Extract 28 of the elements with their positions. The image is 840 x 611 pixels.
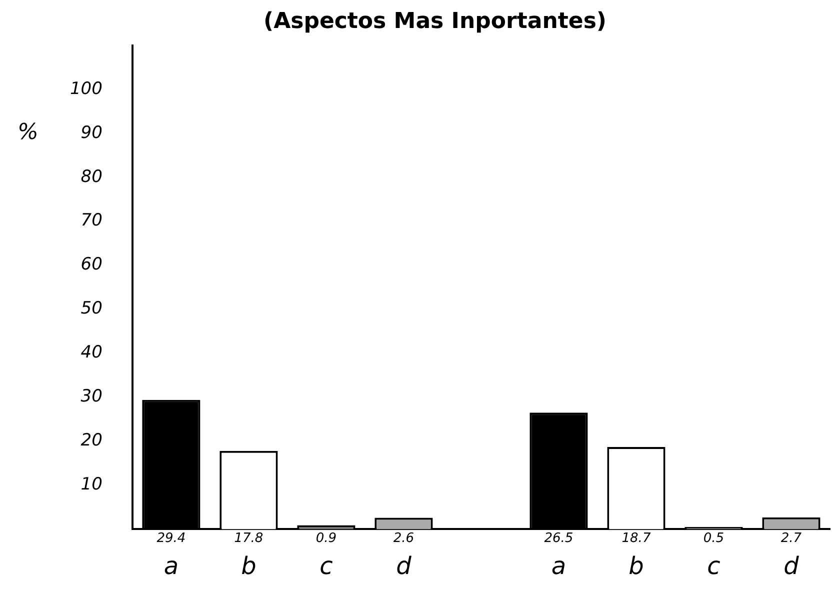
x-tick-label: b [241, 552, 256, 580]
x-tick-label: c [707, 552, 720, 580]
y-tick-label: 90 [80, 122, 102, 143]
data-label: 29.4 [156, 531, 186, 546]
data-label: 18.7 [622, 531, 652, 546]
chart-title: (Aspectos Mas Inportantes) [264, 8, 606, 34]
data-label: 2.6 [393, 531, 414, 546]
y-tick-label: 10 [80, 474, 102, 495]
data-label: 26.5 [544, 531, 574, 546]
y-tick-label: 20 [80, 430, 102, 451]
x-tick-label: d [396, 552, 412, 580]
x-tick-label: d [784, 552, 800, 580]
x-tick-label: a [551, 552, 566, 580]
data-label: 0.9 [316, 531, 337, 546]
y-tick-label: 30 [80, 386, 102, 407]
x-tick-label: b [628, 552, 644, 580]
x-tick-label: a [164, 552, 179, 580]
y-tick-label: 80 [80, 166, 102, 187]
y-tick-label: 40 [80, 342, 102, 363]
y-tick-label: 70 [80, 210, 102, 231]
x-tick-label: c [320, 552, 333, 580]
y-axis-title: % [18, 120, 38, 146]
data-label: 17.8 [234, 531, 264, 546]
data-label: 0.5 [703, 531, 724, 546]
data-label: 2.7 [780, 531, 802, 546]
y-tick-label: 50 [80, 298, 102, 319]
y-tick-label: 60 [80, 254, 102, 275]
y-tick-label: 100 [70, 78, 102, 99]
